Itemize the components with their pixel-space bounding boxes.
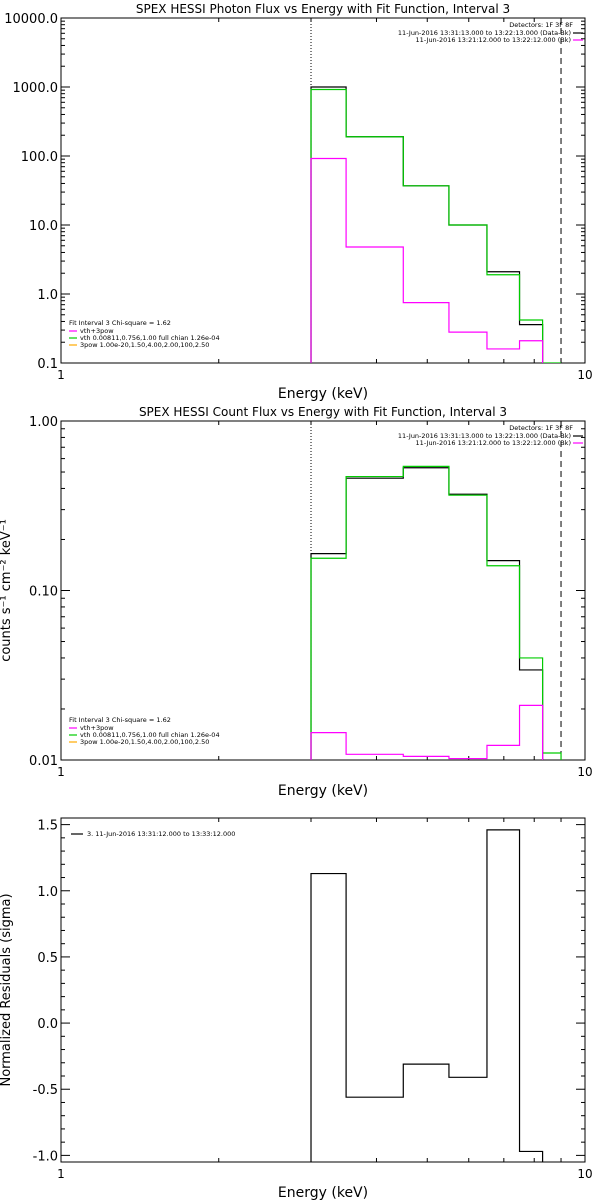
legend-label: vth+3pow: [80, 327, 114, 335]
y-tick-label: 10000.0: [4, 12, 58, 27]
y-axis-label: Normalized Residuals (sigma): [0, 893, 14, 1086]
y-tick-label: 1.0: [37, 288, 58, 303]
legend-label: 11-Jun-2016 13:31:13.000 to 13:22:13.000…: [398, 432, 571, 440]
x-axis-label: Energy (keV): [278, 783, 368, 799]
legend-label: vth 0.00811,0.756,1.00 full chian 1.26e-…: [80, 334, 220, 342]
plot-frame: [60, 817, 586, 1163]
legend-header: Fit Interval 3 Chi-square = 1.62: [69, 716, 171, 724]
y-tick-label: 100.0: [21, 150, 58, 165]
legend-label: 11-Jun-2016 13:31:13.000 to 13:22:13.000…: [398, 29, 571, 37]
chart-3: 1 10 Energy (keV) -1.0 -0.5 0.0 0.5 1.0 1.5 Norma…: [0, 817, 593, 1200]
x-tick-label: 10: [577, 368, 592, 382]
series-step-line: [310, 157, 544, 363]
y-tick-label: 0.01: [29, 754, 58, 769]
y-tick-label: 1000.0: [13, 81, 59, 96]
legend-label: 3pow 1.00e-20,1.50,4.00,2.00,100,2.50: [80, 341, 209, 349]
x-tick-label: 10: [577, 765, 592, 779]
legend-label: vth 0.00811,0.756,1.00 full chian 1.26e-…: [80, 731, 220, 739]
chart-1: SPEX HESSI Photon Flux vs Energy with Fi…: [4, 2, 592, 402]
x-tick-label: 1: [57, 1167, 65, 1181]
legend-label: 3. 11-Jun-2016 13:31:12.000 to 13:33:12.…: [87, 830, 235, 838]
x-axis-label: Energy (keV): [278, 1185, 368, 1200]
x-tick-label: 1: [57, 368, 65, 382]
legend-header: Detectors: 1F 3F 8F: [509, 424, 573, 432]
y-tick-label: -0.5: [33, 1083, 58, 1098]
x-tick-label: 10: [577, 1167, 592, 1181]
y-tick-label: 1.00: [29, 415, 58, 430]
plot-frame: [60, 17, 586, 364]
y-tick-label: 1.0: [37, 885, 58, 900]
y-tick-label: -1.0: [33, 1149, 58, 1164]
series-step-line: [310, 465, 562, 760]
series-1: [310, 829, 544, 1162]
legend-label: vth+3pow: [80, 724, 114, 732]
x-tick-label: 1: [57, 765, 65, 779]
y-tick-label: 10.0: [29, 219, 58, 234]
series-step-line: [310, 88, 562, 363]
y-tick-label: 1.5: [37, 819, 58, 834]
chart-2: SPEX HESSI Count Flux vs Energy with Fit…: [0, 405, 593, 799]
x-axis-label: Energy (keV): [278, 386, 368, 402]
legend-label: 11-Jun-2016 13:21:12.000 to 13:22:12.000…: [416, 36, 571, 44]
y-tick-label: 0.1: [37, 357, 58, 372]
legend-header: Fit Interval 3 Chi-square = 1.62: [69, 319, 171, 327]
y-tick-label: 0.0: [37, 1017, 58, 1032]
chart-title: SPEX HESSI Count Flux vs Energy with Fit…: [139, 405, 507, 419]
plot-frame: [60, 420, 586, 761]
series-step-line: [310, 704, 544, 760]
legend-label: 11-Jun-2016 13:21:12.000 to 13:22:12.000…: [416, 439, 571, 447]
series-2: [310, 465, 562, 760]
series-3: [310, 157, 544, 363]
chart-title: SPEX HESSI Photon Flux vs Energy with Fi…: [136, 2, 510, 16]
y-axis-label: counts s⁻¹ cm⁻² keV⁻¹: [0, 519, 14, 662]
y-tick-label: 0.10: [29, 585, 58, 600]
series-step-line: [310, 829, 544, 1162]
legend-header: Detectors: 1F 3F 8F: [509, 21, 573, 29]
legend-label: 3pow 1.00e-20,1.50,4.00,2.00,100,2.50: [80, 738, 209, 746]
y-tick-label: 0.5: [37, 951, 58, 966]
series-3: [310, 704, 544, 760]
series-2: [310, 88, 562, 363]
